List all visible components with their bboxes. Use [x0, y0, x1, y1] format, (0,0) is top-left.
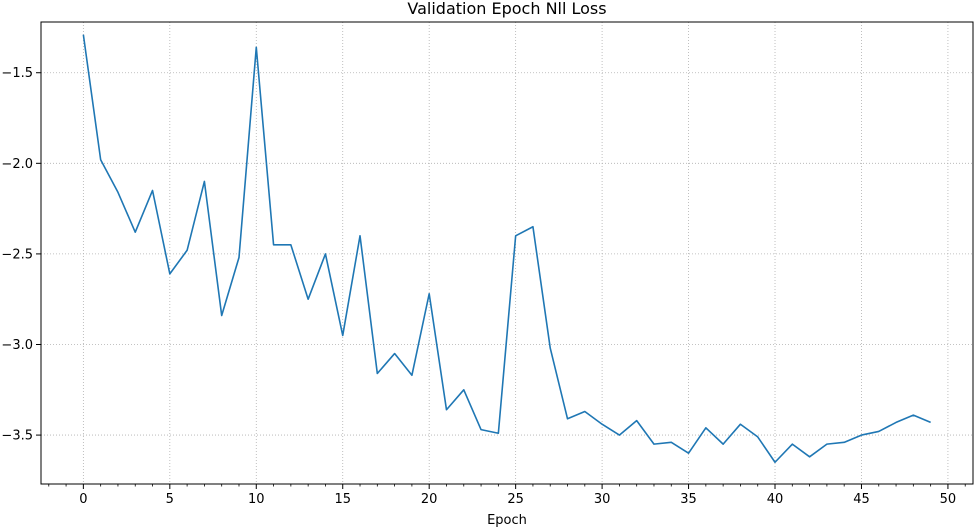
- data-point: [617, 433, 622, 438]
- data-point: [81, 32, 86, 37]
- data-point: [340, 333, 345, 338]
- data-point: [271, 242, 276, 247]
- data-point: [150, 188, 155, 193]
- data-point: [116, 190, 121, 195]
- data-point: [409, 373, 414, 378]
- data-point: [928, 420, 933, 425]
- data-point: [738, 422, 743, 427]
- data-point: [652, 442, 657, 447]
- data-point: [807, 454, 812, 459]
- data-point: [306, 297, 311, 302]
- data-point: [582, 409, 587, 414]
- data-point: [288, 242, 293, 247]
- data-point: [755, 434, 760, 439]
- data-point: [98, 157, 103, 162]
- data-point: [202, 179, 207, 184]
- plot-frame: [40, 21, 974, 485]
- x-tick-label: 45: [853, 492, 870, 507]
- data-point: [531, 224, 536, 229]
- data-point: [254, 45, 259, 50]
- data-point: [686, 451, 691, 456]
- x-tick-label: 30: [594, 492, 611, 507]
- x-tick-label: 10: [248, 492, 265, 507]
- x-tick-label: 40: [767, 492, 784, 507]
- data-point: [185, 248, 190, 253]
- data-point: [444, 407, 449, 412]
- data-point: [634, 418, 639, 423]
- data-point: [133, 230, 138, 235]
- data-point: [790, 442, 795, 447]
- data-point: [894, 420, 899, 425]
- series-line-0: [82, 34, 931, 464]
- data-point: [548, 346, 553, 351]
- data-point: [876, 429, 881, 434]
- chart-title: Validation Epoch Nll Loss: [407, 0, 606, 18]
- axes: 0 5 10 15 20 25 30 35 40 45 50 −1.5 −2.0 −2.5 −3.0 −3.5: [1, 21, 974, 507]
- data-point: [859, 433, 864, 438]
- data-point: [427, 291, 432, 296]
- data-point: [600, 422, 605, 427]
- x-tick-label: 15: [334, 492, 351, 507]
- data-point: [237, 255, 242, 260]
- x-tick-label: 25: [507, 492, 524, 507]
- data-point: [842, 440, 847, 445]
- y-tick-label: −2.0: [1, 157, 33, 172]
- y-tick-label: −3.5: [1, 429, 33, 444]
- data-point: [911, 413, 916, 418]
- y-tick-label: −2.5: [1, 247, 33, 262]
- data-point: [461, 387, 466, 392]
- x-tick-label: 5: [166, 492, 174, 507]
- y-tick-label: −1.5: [1, 66, 33, 81]
- grid-lines: [41, 22, 973, 484]
- data-point: [565, 416, 570, 421]
- data-point: [721, 442, 726, 447]
- data-point: [392, 351, 397, 356]
- x-tick-label: 20: [421, 492, 438, 507]
- x-axis-label: Epoch: [487, 513, 527, 527]
- y-tick-label: −3.0: [1, 338, 33, 353]
- data-point: [375, 371, 380, 376]
- data-point: [219, 313, 224, 318]
- data-point: [496, 431, 501, 436]
- data-point: [323, 252, 328, 257]
- data-point: [703, 425, 708, 430]
- data-point: [358, 233, 363, 238]
- x-tick-label: 50: [940, 492, 957, 507]
- data-point: [773, 460, 778, 465]
- data-point: [479, 427, 484, 432]
- x-tick-label: 0: [79, 492, 87, 507]
- data-point: [167, 271, 172, 276]
- data-point: [513, 233, 518, 238]
- data-point: [669, 440, 674, 445]
- data-point: [824, 442, 829, 447]
- x-tick-label: 35: [680, 492, 697, 507]
- series-layer: [81, 32, 933, 465]
